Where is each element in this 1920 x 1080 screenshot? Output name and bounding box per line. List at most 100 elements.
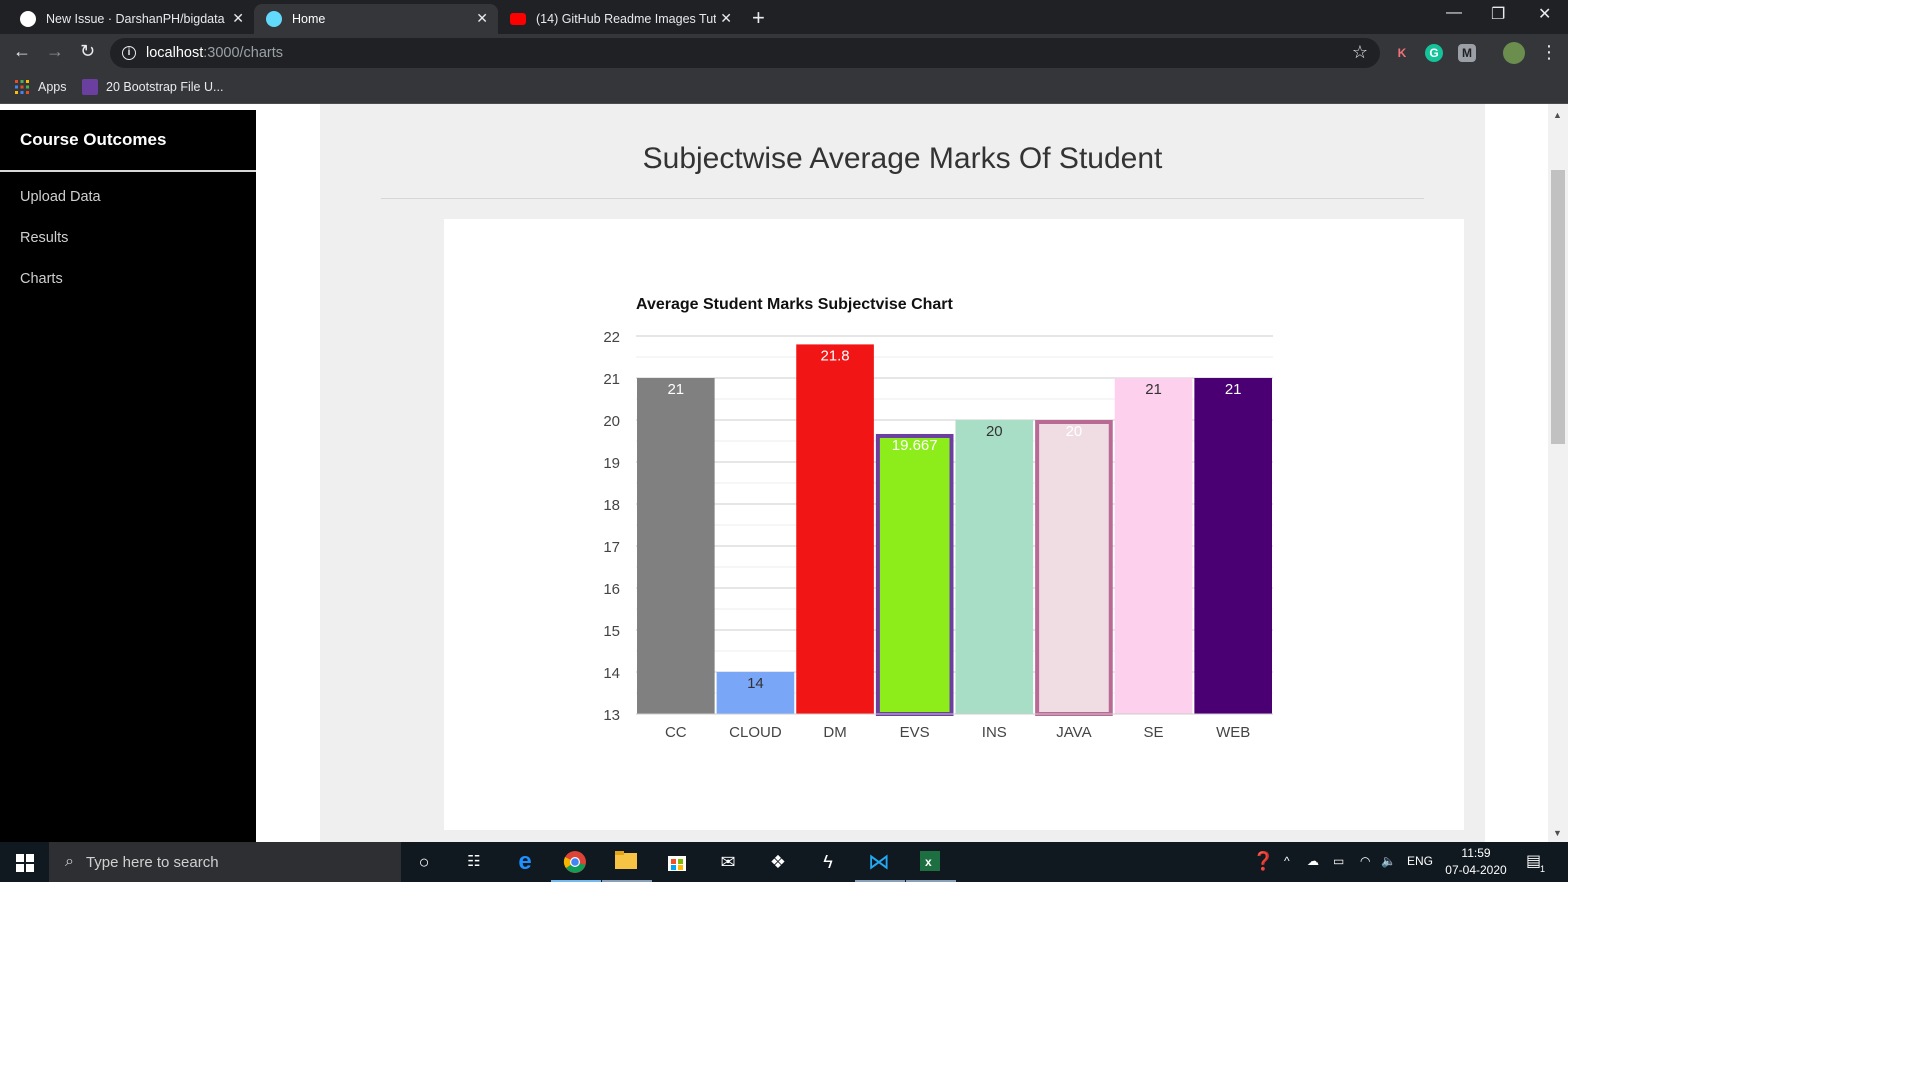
chart-title: Average Student Marks Subjectvise Chart bbox=[636, 296, 954, 313]
volume-icon[interactable]: 🔈 bbox=[1381, 854, 1396, 868]
app-lightning-icon[interactable]: ϟ bbox=[823, 852, 833, 872]
sidebar-item-charts[interactable]: Charts bbox=[20, 271, 63, 287]
edge-icon[interactable]: e bbox=[518, 848, 532, 875]
sidebar-item-upload-data[interactable]: Upload Data bbox=[20, 189, 101, 205]
x-category-label: SE bbox=[1144, 724, 1164, 741]
x-category-label: INS bbox=[982, 724, 1007, 741]
bar-value-label: 20 bbox=[1066, 423, 1083, 440]
bar-value-label: 14 bbox=[747, 675, 764, 692]
bookmark-label: 20 Bootstrap File U... bbox=[106, 80, 224, 94]
vscode-active-indicator bbox=[855, 880, 905, 882]
tab-home[interactable]: Home ✕ bbox=[254, 4, 498, 34]
tab-github-issue[interactable]: New Issue · DarshanPH/bigdata ✕ bbox=[8, 4, 254, 34]
github-icon bbox=[20, 11, 36, 27]
title-divider bbox=[381, 198, 1424, 199]
taskbar-clock[interactable]: 11:59 07-04-2020 bbox=[1438, 845, 1514, 879]
forward-arrow-icon[interactable]: → bbox=[46, 41, 64, 61]
notification-count: 1 bbox=[1540, 864, 1546, 874]
apps-grid-icon bbox=[15, 80, 29, 94]
task-view-icon[interactable]: ☷ bbox=[467, 853, 481, 870]
tab-youtube[interactable]: (14) GitHub Readme Images Tuto ✕ bbox=[498, 4, 742, 34]
language-indicator[interactable]: ENG bbox=[1407, 854, 1434, 868]
grammarly-icon[interactable]: G bbox=[1425, 44, 1443, 62]
close-tab-icon[interactable]: ✕ bbox=[232, 10, 244, 26]
bar-se bbox=[1114, 378, 1193, 714]
minimize-icon[interactable]: — bbox=[1446, 4, 1462, 21]
bar-evs bbox=[875, 433, 954, 716]
battery-icon[interactable]: ▭ bbox=[1333, 854, 1345, 868]
browser-toolbar: ← → ↻ i localhost :3000/charts ☆ K G M ⋮ bbox=[0, 34, 1568, 72]
cortana-icon[interactable]: ○ bbox=[418, 852, 430, 872]
scroll-down-arrow-icon[interactable]: ▼ bbox=[1553, 828, 1562, 838]
vscode-icon[interactable]: ⋈ bbox=[868, 849, 890, 874]
x-category-label: CC bbox=[665, 724, 687, 741]
file-explorer-icon[interactable] bbox=[614, 850, 638, 874]
mail-icon[interactable]: ✉ bbox=[720, 852, 736, 872]
browser-tab-strip: New Issue · DarshanPH/bigdata ✕ Home ✕ (… bbox=[0, 0, 1568, 34]
bar-cc bbox=[637, 378, 715, 714]
y-tick-label: 15 bbox=[603, 623, 620, 640]
reload-icon[interactable]: ↻ bbox=[80, 41, 96, 61]
taskbar-search-box[interactable]: ⌕ Type here to search bbox=[49, 842, 401, 882]
sidebar: Course Outcomes Upload Data Results Char… bbox=[0, 110, 256, 842]
search-icon: ⌕ bbox=[65, 853, 74, 870]
x-category-label: DM bbox=[823, 724, 846, 741]
bar-value-label: 21 bbox=[667, 381, 684, 398]
bar-value-label: 21.8 bbox=[820, 347, 849, 364]
x-category-label: JAVA bbox=[1056, 724, 1091, 741]
search-placeholder: Type here to search bbox=[85, 853, 219, 871]
bar-value-label: 20 bbox=[986, 423, 1003, 440]
sidebar-item-results[interactable]: Results bbox=[20, 230, 69, 246]
bar-value-label: 21 bbox=[1225, 381, 1242, 398]
sidebar-title: Course Outcomes bbox=[20, 130, 167, 149]
explorer-active-indicator bbox=[602, 880, 652, 882]
extension-k-icon[interactable]: K bbox=[1397, 46, 1407, 60]
window-close-icon[interactable]: ✕ bbox=[1538, 6, 1552, 23]
bar-ins bbox=[955, 420, 1034, 714]
page-title: Subjectwise Average Marks Of Student bbox=[642, 142, 1163, 175]
dropbox-icon[interactable]: ❖ bbox=[769, 852, 787, 872]
help-icon[interactable]: ❓ bbox=[1252, 851, 1275, 871]
browser-menu-icon[interactable]: ⋮ bbox=[1540, 42, 1558, 62]
windows-start-icon[interactable] bbox=[16, 854, 34, 872]
windows-taskbar: ⌕ Type here to search ○ ☷ e ✉ ❖ ϟ ⋈ x ❓ … bbox=[0, 842, 1568, 882]
x-category-label: WEB bbox=[1216, 724, 1250, 741]
y-tick-label: 20 bbox=[603, 413, 620, 430]
y-tick-label: 14 bbox=[603, 665, 620, 682]
y-tick-label: 21 bbox=[603, 371, 620, 388]
microsoft-store-icon[interactable] bbox=[665, 850, 689, 874]
y-tick-label: 16 bbox=[603, 581, 620, 598]
site-info-icon[interactable]: i bbox=[122, 46, 136, 60]
scrollbar-thumb[interactable] bbox=[1551, 170, 1565, 444]
close-tab-icon[interactable]: ✕ bbox=[476, 10, 488, 26]
extension-m-icon[interactable]: M bbox=[1458, 44, 1476, 62]
new-tab-button[interactable]: + bbox=[752, 5, 765, 30]
bookmark-star-icon[interactable]: ☆ bbox=[1351, 42, 1368, 62]
chrome-icon[interactable] bbox=[563, 850, 587, 874]
show-hidden-icons-icon[interactable]: ^ bbox=[1284, 854, 1290, 868]
onedrive-icon[interactable]: ☁ bbox=[1307, 854, 1319, 868]
address-bar[interactable]: i localhost :3000/charts ☆ bbox=[110, 38, 1380, 68]
react-icon bbox=[266, 11, 282, 27]
restore-icon[interactable]: ❐ bbox=[1491, 6, 1506, 23]
back-arrow-icon[interactable]: ← bbox=[13, 41, 31, 61]
excel-icon[interactable]: x bbox=[918, 850, 942, 874]
close-tab-icon[interactable]: ✕ bbox=[720, 10, 732, 26]
bookmark-apps[interactable]: Apps bbox=[14, 79, 67, 95]
bar-chart: Average Student Marks Subjectvise Chart 1… bbox=[603, 296, 1273, 741]
x-category-label: CLOUD bbox=[729, 724, 782, 741]
wifi-icon[interactable]: ◠ bbox=[1360, 854, 1371, 868]
tab-label: New Issue · DarshanPH/bigdata bbox=[46, 12, 225, 26]
scroll-up-arrow-icon[interactable]: ▲ bbox=[1553, 110, 1562, 120]
bookmark-bootstrap[interactable]: 20 Bootstrap File U... bbox=[82, 79, 223, 95]
bootstrap-site-icon bbox=[82, 79, 98, 95]
notification-center-icon[interactable]: ▤ bbox=[1526, 853, 1542, 870]
y-tick-label: 17 bbox=[603, 539, 620, 556]
excel-active-indicator bbox=[906, 880, 956, 882]
tab-label: Home bbox=[292, 12, 326, 26]
y-tick-label: 19 bbox=[603, 455, 620, 472]
y-tick-label: 18 bbox=[603, 497, 620, 514]
bar-java bbox=[1035, 420, 1113, 716]
bar-value-label: 21 bbox=[1145, 381, 1162, 398]
profile-avatar[interactable] bbox=[1503, 42, 1525, 64]
